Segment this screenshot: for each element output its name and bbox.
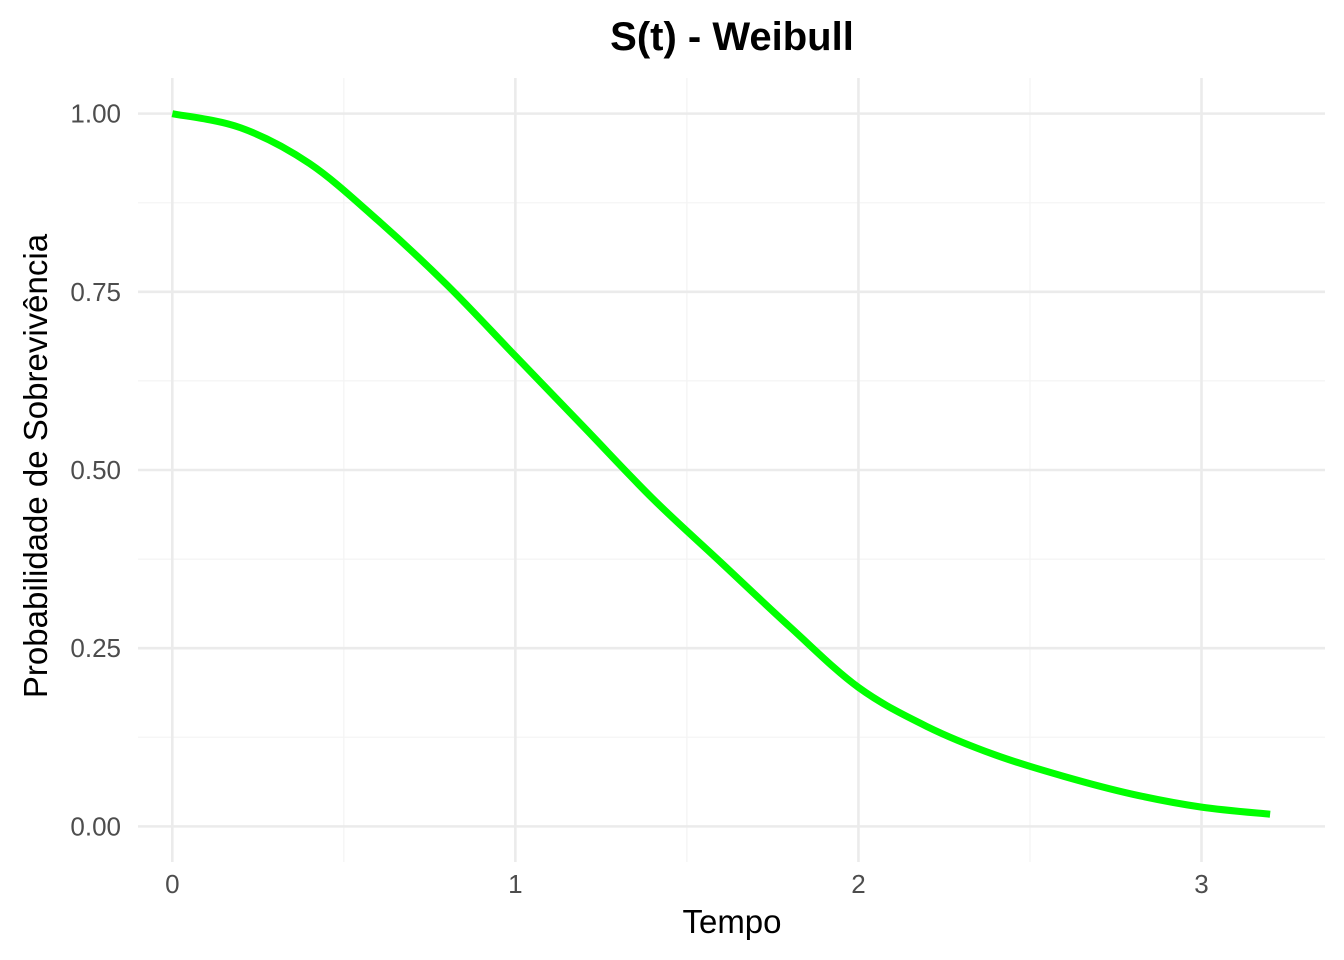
y-tick-label: 0.00 (70, 811, 121, 841)
x-tick-label: 3 (1194, 869, 1208, 899)
minor-gridlines (138, 78, 1325, 862)
x-tick-label: 0 (165, 869, 179, 899)
x-tick-label: 2 (851, 869, 865, 899)
major-gridlines (138, 78, 1325, 862)
x-axis-ticks: 0 1 2 3 (165, 869, 1209, 899)
series-lines (171, 110, 1271, 818)
chart-title: S(t) - Weibull (610, 15, 854, 59)
y-axis-ticks: 0.00 0.25 0.50 0.75 1.00 (70, 99, 121, 842)
y-axis-label: Probabilidade de Sobrevivência (17, 233, 54, 698)
y-tick-label: 0.50 (70, 455, 121, 485)
y-tick-label: 0.75 (70, 277, 121, 307)
y-tick-label: 0.25 (70, 633, 121, 663)
survival-curve-line (171, 110, 1271, 818)
x-axis-label: Tempo (682, 903, 781, 940)
x-tick-label: 1 (508, 869, 522, 899)
y-tick-label: 1.00 (70, 99, 121, 129)
